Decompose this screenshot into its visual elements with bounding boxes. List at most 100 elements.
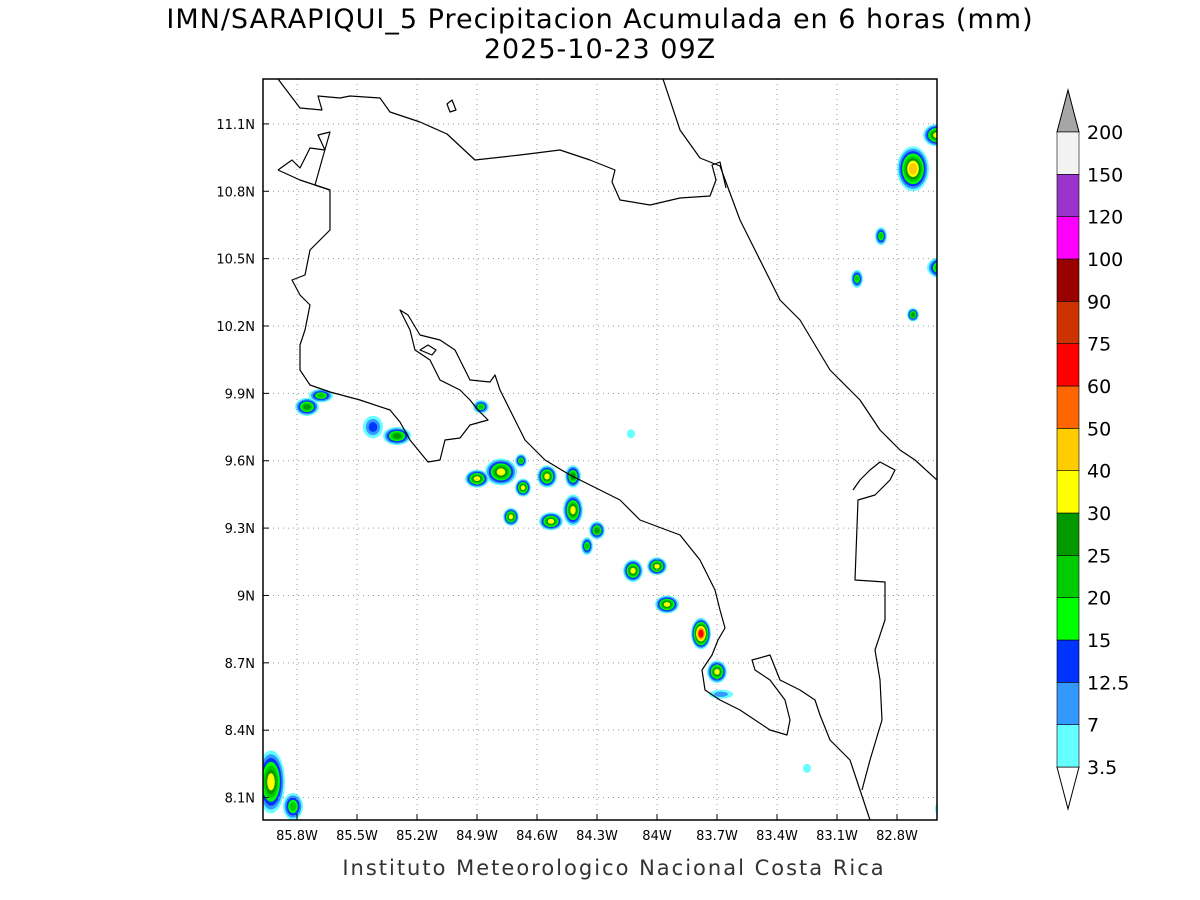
x-tick-label: 83.1W [816, 829, 858, 844]
precip-contour [936, 266, 937, 269]
precip-cell [691, 617, 711, 650]
precip-cell [515, 453, 527, 468]
precip-contour [570, 505, 576, 515]
precip-contour [911, 312, 915, 317]
map-title: IMN/SARAPIQUI_5 Precipitacion Acumulada … [166, 4, 1034, 35]
precip-cell [907, 308, 919, 322]
precip-contour [594, 527, 600, 533]
grid-layer [263, 79, 937, 820]
precip-contour [627, 429, 635, 439]
colorbar-upper-arrow [1056, 88, 1080, 133]
precip-cell [709, 689, 733, 699]
precip-cell [707, 660, 727, 684]
colorbar-level-label: 25 [1087, 545, 1111, 567]
precip-cell [563, 494, 583, 526]
border-panama [852, 461, 896, 791]
colorbar-swatch [1056, 682, 1080, 725]
coastline-pacific-nw [277, 131, 871, 820]
lake-island [446, 99, 457, 113]
x-tick-label: 85.2W [396, 829, 438, 844]
colorbar-level-label: 120 [1087, 207, 1123, 229]
precip-contour [879, 233, 883, 240]
coastline-layer [277, 79, 937, 820]
nicoya-island [419, 344, 437, 356]
colorbar-swatch [1056, 258, 1080, 302]
y-tick-label: 8.4N [225, 724, 255, 739]
precip-cell [935, 802, 954, 815]
precip-cell [897, 146, 929, 192]
colorbar-swatch [1056, 385, 1080, 429]
y-tick-label: 10.5N [216, 253, 255, 268]
precip-contour [289, 802, 297, 811]
precip-cell [875, 227, 887, 246]
precip-cell [623, 559, 643, 582]
colorbar-level-label: 3.5 [1087, 757, 1117, 779]
colorbar-swatch [1056, 301, 1080, 344]
precip-cell [851, 269, 863, 288]
colorbar-swatch [1056, 428, 1080, 471]
precip-contour [392, 433, 402, 439]
y-tick-label: 9.3N [225, 522, 255, 537]
coastline-caribbean [662, 79, 937, 481]
precip-contour [940, 802, 954, 815]
colorbar-level-label: 90 [1087, 291, 1111, 313]
colorbar-swatch [1056, 216, 1080, 260]
precip-contour [544, 473, 550, 480]
colorbar-level-label: 50 [1087, 418, 1111, 440]
precip-contour [630, 567, 636, 574]
precip-contour [496, 468, 506, 476]
precip-contour [933, 132, 937, 139]
y-tick-label: 8.1N [225, 792, 255, 807]
precip-contour [508, 514, 514, 520]
x-tick-label: 85.5W [336, 829, 378, 844]
map-datetime: 2025-10-23 09Z [483, 34, 717, 65]
colorbar-level-label: 100 [1087, 249, 1123, 271]
colorbar-level-label: 15 [1087, 630, 1111, 652]
colorbar-level-label: 150 [1087, 164, 1123, 186]
precip-contour [855, 275, 859, 282]
footer-credit: Instituto Meteorologico Nacional Costa R… [342, 856, 886, 880]
precip-contour [520, 485, 526, 491]
x-tick-label: 83.4W [756, 829, 798, 844]
precip-cell [515, 478, 531, 497]
precip-contour [954, 112, 959, 118]
precip-contour [303, 404, 311, 410]
y-tick-label: 11.1N [216, 118, 255, 133]
precip-contour [663, 601, 671, 607]
precip-contour [473, 476, 481, 482]
x-tick-label: 84.3W [576, 829, 618, 844]
precip-cell [581, 537, 593, 556]
precip-contour [935, 802, 937, 815]
precip-layer [263, 108, 963, 820]
precip-cell [295, 397, 319, 416]
colorbar-level-label: 75 [1087, 334, 1111, 356]
precip-cell [647, 557, 667, 576]
colorbar-lower-arrow [1056, 766, 1080, 811]
colorbar-level-label: 200 [1087, 122, 1123, 144]
colorbar-swatch [1056, 470, 1080, 514]
precip-contour [908, 163, 918, 175]
precip-cell [655, 595, 679, 614]
colorbar-level-label: 7 [1087, 715, 1099, 737]
colorbar-swatch [1056, 131, 1080, 175]
axis-ticks: 85.8W 85.5W 85.2W 84.9W 84.6W 84.3W 84W 83.7W 83… [216, 118, 918, 844]
precip-contour [368, 422, 378, 432]
plot-frame [262, 78, 938, 821]
colorbar-swatch [1056, 174, 1080, 217]
x-tick-label: 85.8W [276, 829, 318, 844]
precip-contour [267, 773, 275, 791]
colorbar-level-label: 30 [1087, 503, 1111, 525]
border-costa-rica-north [277, 169, 331, 191]
precip-cell [363, 415, 383, 439]
colorbar-swatch [1056, 639, 1080, 683]
colorbar-swatch [1056, 555, 1080, 598]
precip-contour [714, 691, 728, 697]
precip-contour [519, 458, 523, 463]
precip-contour [654, 563, 660, 569]
y-tick-label: 10.2N [216, 320, 255, 335]
colorbar-swatch [1056, 512, 1080, 556]
precip-contour [547, 518, 555, 524]
precip-contour [951, 108, 963, 121]
y-tick-label: 9.9N [225, 387, 255, 402]
